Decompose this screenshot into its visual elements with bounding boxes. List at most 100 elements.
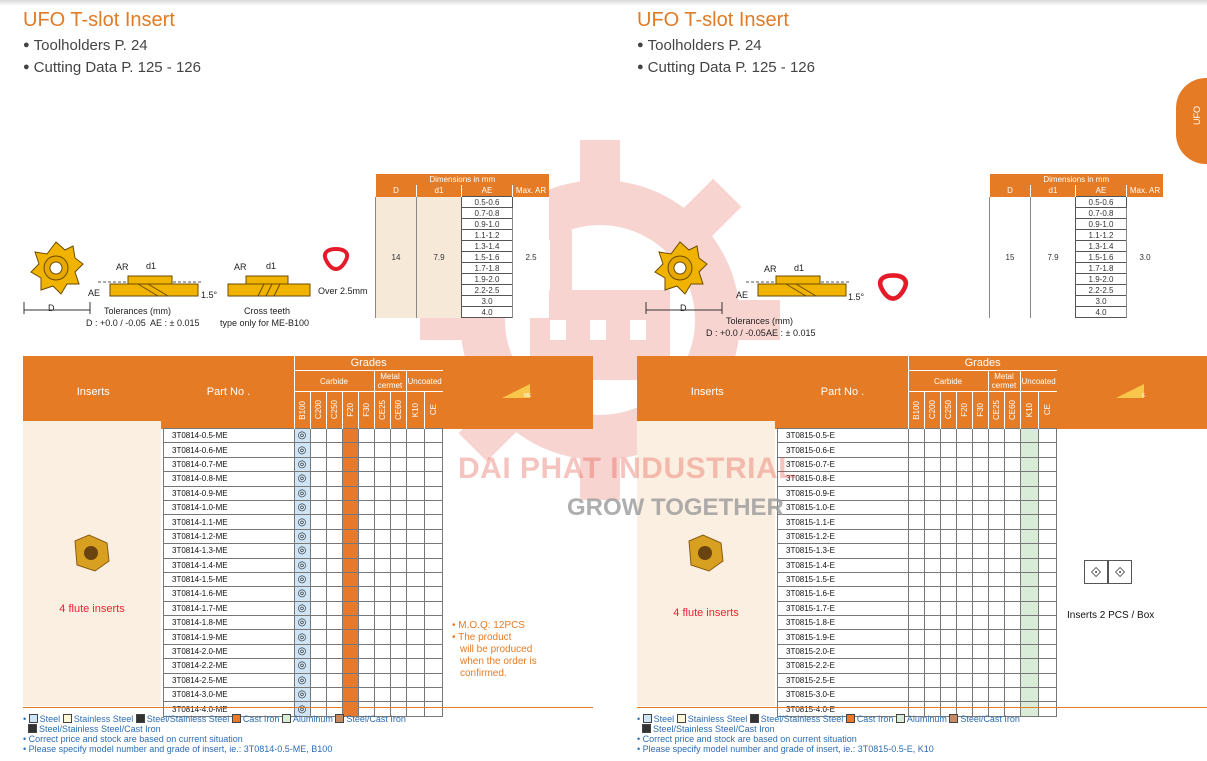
- grade-cell-k10: [405, 442, 425, 458]
- grade-cell-k10: [405, 485, 425, 501]
- grade-cell-ce25: [987, 600, 1005, 617]
- footer-legend: • Steel Stainless Steel Steel/Stainless …: [23, 714, 406, 754]
- grade-cell-ce60: [389, 615, 407, 631]
- dim-ae-value: 1.7-1.8: [1075, 262, 1127, 274]
- grade-cell-f30: [971, 543, 989, 559]
- grade-cell-c200: [923, 499, 941, 516]
- part-number: 3T0814-1.4-ME: [163, 557, 295, 573]
- grade-cell-ce: [423, 600, 444, 617]
- grade-cell-ce60: [1003, 485, 1021, 501]
- grade-cell-k10: [405, 586, 425, 602]
- grade-cell-ce60: [389, 672, 407, 689]
- dim-ae-value: 3.0: [461, 295, 513, 307]
- grade-cell-c250: [325, 514, 343, 530]
- grade-cell-ce60: [389, 485, 407, 501]
- grade-cell-ce25: [373, 600, 391, 617]
- grade-cell-f30: [971, 701, 989, 717]
- grade-cell-c200: [309, 687, 327, 703]
- table-row: 3T0815-0.8-E: [637, 471, 1207, 487]
- dim-d1-label: d1: [794, 263, 805, 273]
- grade-cell-ce: [1037, 543, 1058, 559]
- grade-cell-f20: [341, 485, 359, 501]
- table-row: 3T0814-0.6-ME ◎: [23, 442, 593, 458]
- grade-cell-f20: [955, 615, 973, 631]
- dim-max-ar-value: 3.0: [1126, 196, 1163, 318]
- grade-cell-ce: [423, 543, 444, 559]
- table-row: 3T0815-3.0-E: [637, 687, 1207, 703]
- grade-cell-c200: [309, 427, 327, 444]
- dim-col-max-ar: Max. AR: [1126, 185, 1163, 197]
- inserts-table: Inserts Part No . Grades ME Carbide Meta…: [23, 355, 593, 717]
- grade-cell-ce: [1037, 485, 1058, 501]
- grade-cell-b100: ◎: [293, 586, 311, 602]
- insert-label: 4 flute inserts: [673, 607, 739, 619]
- part-number: 3T0814-1.5-ME: [163, 571, 295, 588]
- col-metal-cermet: Metal cermet: [987, 370, 1020, 392]
- grade-cell-c200: [923, 701, 941, 717]
- part-number: 3T0814-0.9-ME: [163, 485, 295, 501]
- grade-cell-c250: [939, 442, 957, 458]
- grade-cell-f20: [955, 629, 973, 645]
- dim-d-label: D: [48, 303, 55, 313]
- table-row: 3T0814-0.5-ME ◎: [23, 427, 593, 444]
- grade-cell-ce60: [1003, 514, 1021, 530]
- grade-cell-ce25: [987, 557, 1005, 573]
- grade-cell-f30: [971, 600, 989, 617]
- grade-cell-ce60: [389, 571, 407, 588]
- grade-cell-f20: [955, 643, 973, 660]
- table-row: 3T0814-2.0-ME ◎: [23, 643, 593, 660]
- grade-cell-c250: [325, 528, 343, 545]
- grade-cell-k10: [1019, 571, 1039, 588]
- part-number: 3T0815-0.7-E: [777, 456, 909, 473]
- grade-cell-ce: [1037, 427, 1058, 444]
- grade-cell-ce25: [987, 672, 1005, 689]
- grade-cell-c200: [309, 514, 327, 530]
- grade-cell-b100: ◎: [293, 471, 311, 487]
- grade-cell-f30: [357, 528, 375, 545]
- dim-ae-value: 0.9-1.0: [1075, 218, 1127, 230]
- insert-image-cell: 4 flute inserts: [637, 421, 775, 706]
- grade-cell-c200: [923, 571, 941, 588]
- dim-ar-label: AR: [116, 262, 129, 272]
- grade-cell-f20: [341, 471, 359, 487]
- grade-cell-f30: [357, 442, 375, 458]
- grade-cell-ce60: [389, 687, 407, 703]
- dim-ae-value: 4.0: [461, 306, 513, 318]
- grade-cell-c250: [939, 571, 957, 588]
- grade-cell-f30: [357, 672, 375, 689]
- dim-ae-value: 1.9-2.0: [461, 273, 513, 285]
- dim-ae-value: 1.1-1.2: [1075, 229, 1127, 241]
- grade-cell-c250: [939, 543, 957, 559]
- grade-cell-ce: [1037, 471, 1058, 487]
- grade-cell-f20: [341, 499, 359, 516]
- grade-cell-b100: [907, 471, 925, 487]
- grade-col-ce60: CE60: [389, 391, 406, 429]
- grade-cell-c200: [309, 615, 327, 631]
- dim-ae-value: 1.3-1.4: [1075, 240, 1127, 252]
- grade-cell-f20: [955, 485, 973, 501]
- grade-cell-k10: [1019, 658, 1039, 674]
- grade-cell-ce25: [987, 701, 1005, 717]
- grade-col-c200: C200: [923, 391, 940, 429]
- grade-cell-f20: [955, 543, 973, 559]
- grade-cell-f30: [971, 528, 989, 545]
- grade-cell-ce: [1037, 629, 1058, 645]
- grade-cell-ce: [423, 514, 444, 530]
- grade-cell-b100: ◎: [293, 528, 311, 545]
- grade-cell-c250: [325, 687, 343, 703]
- table-row: 3T0815-1.0-E: [637, 499, 1207, 516]
- tolerance-d: D : +0.0 / -0.05: [706, 328, 766, 338]
- part-number: 3T0815-2.0-E: [777, 643, 909, 660]
- grade-cell-c250: [939, 456, 957, 473]
- grade-cell-c250: [939, 600, 957, 617]
- insert-box-icon: ⟐: [1108, 560, 1132, 584]
- grade-cell-b100: [907, 571, 925, 588]
- grade-cell-ce60: [1003, 571, 1021, 588]
- grade-cell-f20: [955, 672, 973, 689]
- grade-cell-b100: ◎: [293, 427, 311, 444]
- side-tab-ufo[interactable]: UFO: [1176, 78, 1207, 164]
- grade-cell-f20: [955, 427, 973, 444]
- part-number: 3T0815-1.7-E: [777, 600, 909, 617]
- grade-col-c200: C200: [309, 391, 326, 429]
- col-part-no: Part No .: [163, 355, 294, 429]
